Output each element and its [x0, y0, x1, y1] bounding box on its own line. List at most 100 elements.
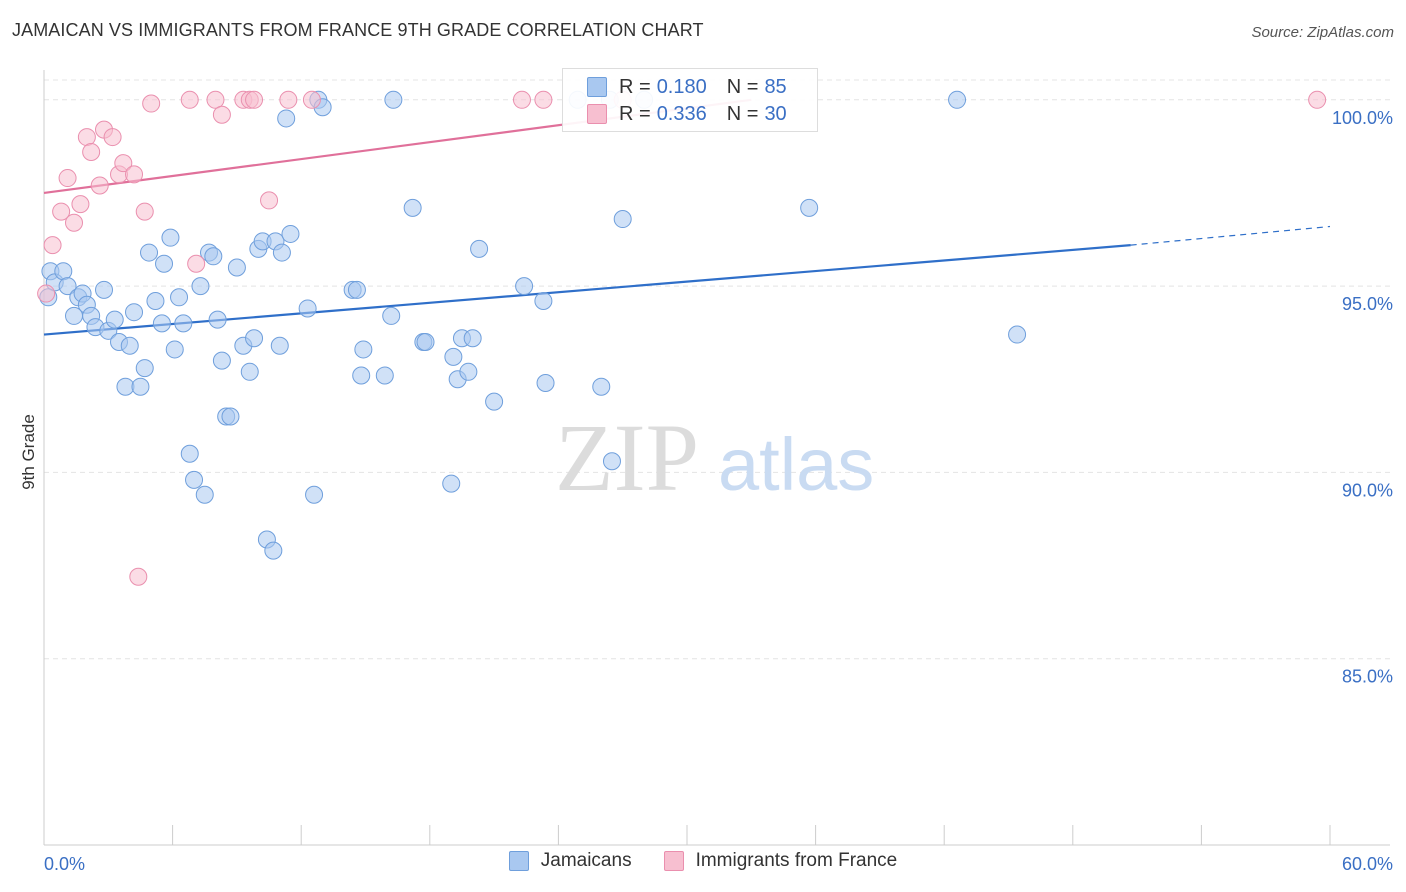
- jamaicans-point: [174, 314, 193, 333]
- watermark-atlas: atlas: [718, 423, 874, 506]
- jamaicans-point: [277, 109, 296, 128]
- jamaicans-point: [185, 470, 204, 489]
- jamaicans-point: [354, 340, 373, 359]
- france-point: [125, 165, 144, 184]
- jamaicans-point: [470, 239, 489, 258]
- stats-legend: R = 0.180 N = 85 R = 0.336 N = 30: [562, 68, 818, 132]
- legend-label-france: Immigrants from France: [695, 850, 898, 871]
- y-axis-label: 9th Grade: [19, 414, 38, 490]
- watermark: ZIP atlas: [555, 404, 874, 511]
- jamaicans-point: [131, 377, 150, 396]
- jamaicans-point: [534, 292, 553, 311]
- y-tick-label: 85.0%: [1342, 667, 1393, 687]
- source-label: Source: ZipAtlas.com: [1251, 24, 1394, 41]
- jamaicans-point: [463, 329, 482, 348]
- jamaicans-point: [382, 306, 401, 325]
- france-point: [129, 567, 148, 586]
- stats-legend-row-france: R = 0.336 N = 30: [587, 101, 787, 127]
- france-point: [142, 94, 161, 113]
- jamaicans-point: [613, 210, 632, 229]
- jamaicans-point: [135, 359, 154, 378]
- france-point: [245, 90, 264, 109]
- jamaicans-point: [155, 254, 174, 273]
- france-point: [534, 90, 553, 109]
- r-value: 0.336: [656, 102, 707, 125]
- france-point: [206, 90, 225, 109]
- chart-title: JAMAICAN VS IMMIGRANTS FROM FRANCE 9TH G…: [12, 20, 704, 40]
- jamaicans-point: [152, 314, 171, 333]
- trend-layer: [43, 98, 1331, 336]
- france-point: [77, 128, 96, 147]
- jamaicans-point: [240, 362, 259, 381]
- jamaicans-point: [281, 224, 300, 243]
- n-label: N =: [726, 75, 759, 98]
- jamaicans-point: [403, 198, 422, 217]
- france-point: [43, 236, 62, 255]
- jamaicans-point: [120, 336, 139, 355]
- france-point: [90, 176, 109, 195]
- jamaicans-point: [191, 277, 210, 296]
- jamaicans-point: [221, 407, 240, 426]
- france-point: [114, 154, 133, 173]
- jamaicans-point: [800, 198, 819, 217]
- x-tick-label: 0.0%: [44, 854, 85, 874]
- jamaicans-point: [375, 366, 394, 385]
- france-point: [302, 90, 321, 109]
- jamaicans-point: [515, 277, 534, 296]
- jamaicans-point: [298, 299, 317, 318]
- france-point: [1308, 90, 1327, 109]
- jamaicans-point: [146, 292, 165, 311]
- watermark-zip: ZIP: [555, 404, 699, 511]
- france-point: [279, 90, 298, 109]
- france-point: [180, 90, 199, 109]
- jamaicans-point: [384, 90, 403, 109]
- r-value: 0.180: [656, 75, 707, 98]
- jamaicans-point: [161, 228, 180, 247]
- jamaicans-point: [347, 280, 366, 299]
- jamaicans-swatch: [587, 77, 607, 97]
- axis-layer: 100.0% 95.0% 90.0% 85.0% 0.0% 60.0%: [43, 70, 1393, 874]
- jamaicans-point: [105, 310, 124, 329]
- r-label: R =: [619, 75, 651, 98]
- jamaicans-point: [416, 332, 435, 351]
- jamaicans-point: [442, 474, 461, 493]
- jamaicans-point: [485, 392, 504, 411]
- legend-label-jamaicans: Jamaicans: [540, 850, 632, 871]
- x-tick-label: 60.0%: [1342, 854, 1393, 874]
- y-tick-label: 90.0%: [1342, 480, 1393, 500]
- n-value: 85: [764, 75, 787, 98]
- jamaicans-point: [208, 310, 227, 329]
- france-point: [65, 213, 84, 232]
- jamaicans-point: [602, 452, 621, 471]
- jamaicans-point: [140, 243, 159, 262]
- legend-item-jamaicans: Jamaicans: [508, 850, 632, 872]
- jamaicans-trend-extension: [1130, 225, 1331, 246]
- france-point: [58, 169, 77, 188]
- jamaicans-point: [125, 303, 144, 322]
- jamaicans-point: [1008, 325, 1027, 344]
- jamaicans-point: [204, 247, 223, 266]
- jamaicans-point: [227, 258, 246, 277]
- jamaicans-point: [95, 280, 114, 299]
- jamaicans-point: [180, 444, 199, 463]
- jamaicans-point: [245, 329, 264, 348]
- jamaicans-point: [58, 277, 77, 296]
- france-point: [212, 105, 231, 124]
- jamaicans-legend-swatch: [508, 851, 529, 871]
- france-point: [135, 202, 154, 221]
- series-legend: Jamaicans Immigrants from France: [0, 850, 1406, 872]
- jamaicans-point: [212, 351, 231, 370]
- france-point: [103, 128, 122, 147]
- jamaicans-point: [536, 373, 555, 392]
- jamaicans-point: [948, 90, 967, 109]
- jamaicans-point: [352, 366, 371, 385]
- jamaicans-point: [592, 377, 611, 396]
- jamaicans-point: [270, 336, 289, 355]
- jamaicans-point: [272, 243, 291, 262]
- points-layer: [37, 90, 1327, 586]
- jamaicans-point: [305, 485, 324, 504]
- jamaicans-point: [459, 362, 478, 381]
- n-value: 30: [764, 102, 787, 125]
- france-point: [71, 195, 90, 214]
